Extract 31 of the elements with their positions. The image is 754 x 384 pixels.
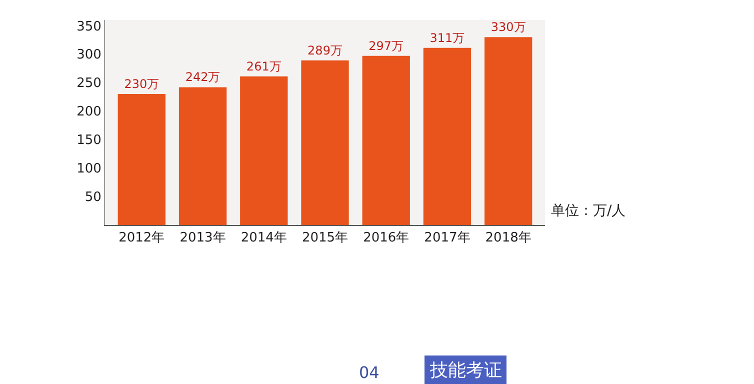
bar <box>240 76 288 225</box>
x-tick-label: 2016年 <box>363 230 410 246</box>
data-label: 242万 <box>185 70 220 84</box>
x-tick-label: 2015年 <box>302 230 348 246</box>
bar <box>423 48 472 225</box>
y-tick-label: 50 <box>84 190 102 206</box>
data-label: 261万 <box>246 59 282 74</box>
x-tick-label: 2018年 <box>485 230 532 246</box>
y-tick-label: 200 <box>76 104 102 120</box>
bar <box>178 87 227 225</box>
data-label: 230万 <box>124 77 160 92</box>
x-tick-label: 2012年 <box>118 230 165 246</box>
data-label: 289万 <box>308 43 342 58</box>
text: 04 <box>359 363 380 382</box>
bar <box>118 94 166 225</box>
y-tick-label: 350 <box>76 19 102 34</box>
y-tick-label: 300 <box>76 48 102 63</box>
text: 单位：万/人 <box>551 203 626 219</box>
data-label: 311万 <box>430 30 465 45</box>
bar <box>484 37 532 225</box>
bar <box>362 56 410 225</box>
data-label: 297万 <box>368 38 404 53</box>
data-label: 330万 <box>490 20 526 34</box>
y-tick-label: 100 <box>76 162 102 177</box>
x-tick-label: 2013年 <box>180 230 226 246</box>
x-tick-label: 2014年 <box>240 230 287 246</box>
bar <box>301 60 349 225</box>
x-tick-label: 2017年 <box>424 230 470 246</box>
y-tick-label: 150 <box>76 133 102 148</box>
y-tick-label: 250 <box>76 76 102 92</box>
text: 技能考证 <box>429 360 502 381</box>
